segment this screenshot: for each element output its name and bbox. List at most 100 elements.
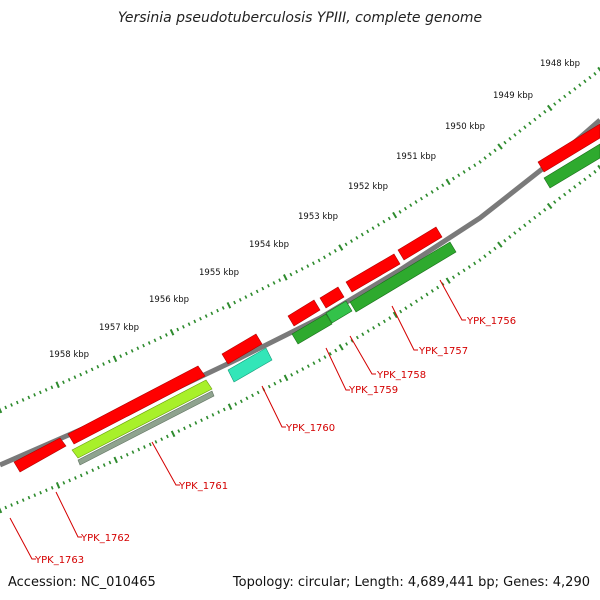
scale-tick xyxy=(79,372,83,377)
scale-tick xyxy=(493,246,497,251)
scale-tick xyxy=(137,447,141,452)
scale-tick xyxy=(27,495,31,500)
gene-label: YPK_1762 xyxy=(80,533,130,544)
scale-tick xyxy=(108,460,112,465)
gene-ypk-1758-rev[interactable] xyxy=(325,300,353,324)
scale-label: 1958 kbp xyxy=(49,350,89,360)
scale-tick xyxy=(445,178,451,186)
scale-tick xyxy=(290,373,294,377)
scale-tick xyxy=(345,342,349,346)
scale-tick xyxy=(251,393,255,398)
scale-tick xyxy=(193,319,197,324)
scale-tick xyxy=(44,388,48,392)
scale-tick xyxy=(177,429,181,433)
scale-tick xyxy=(425,292,429,297)
scale-tick xyxy=(318,358,322,363)
gene-ypk-1762[interactable] xyxy=(13,437,67,473)
gene-ypk-1761[interactable] xyxy=(67,365,206,445)
scale-label: 1954 kbp xyxy=(249,240,289,250)
scale-tick xyxy=(483,156,487,160)
scale-label: 1948 kbp xyxy=(540,59,580,69)
scale-tick xyxy=(295,370,299,374)
gene-ypk-1760-rev[interactable] xyxy=(227,347,273,383)
scale-tick xyxy=(233,300,237,305)
scale-tick xyxy=(216,308,219,313)
scale-tick xyxy=(188,423,192,428)
scale-tick xyxy=(462,170,466,174)
scale-tick xyxy=(350,239,353,243)
scale-tick xyxy=(176,327,180,332)
scale-tick xyxy=(261,286,265,291)
scale-tick xyxy=(578,181,582,185)
scale-tick xyxy=(124,351,128,356)
genome-title: Yersinia pseudotuberculosis YPIII, compl… xyxy=(117,10,483,26)
scale-tick xyxy=(311,261,315,266)
scale-tick xyxy=(420,296,424,300)
scale-tick xyxy=(301,367,305,371)
scale-tick xyxy=(283,374,289,382)
scale-tick xyxy=(597,164,600,170)
scale-tick xyxy=(210,311,214,316)
scale-tick xyxy=(148,442,152,447)
forward-genes xyxy=(13,123,600,473)
scale-tick xyxy=(317,258,321,263)
scale-tick xyxy=(62,380,65,385)
gene-ypk-1757-rev[interactable] xyxy=(349,241,457,313)
scale-tick xyxy=(312,361,316,365)
scale-tick xyxy=(588,173,592,178)
scale-label: 1952 kbp xyxy=(348,182,388,192)
gene-label: YPK_1759 xyxy=(348,385,398,396)
reverse-genes xyxy=(71,143,600,466)
scale-tick xyxy=(306,264,310,268)
scale-tick xyxy=(513,231,517,235)
scale-tick xyxy=(451,275,456,280)
genome-summary: Topology: circular; Length: 4,689,441 bp… xyxy=(232,575,590,590)
scale-tick xyxy=(91,468,95,473)
gene-ypk-1757[interactable] xyxy=(345,253,401,293)
scale-tick xyxy=(518,227,522,231)
scale-tick xyxy=(323,355,327,359)
scale-label: 1957 kbp xyxy=(99,323,139,333)
scale-tick xyxy=(159,335,163,340)
scale-tick xyxy=(244,295,248,299)
gene-next-rev[interactable] xyxy=(543,143,600,189)
gene-ypk-1759[interactable] xyxy=(287,299,321,327)
scale-tick xyxy=(107,359,111,364)
gene-label: YPK_1757 xyxy=(418,346,468,357)
scale-tick xyxy=(278,378,282,383)
gene-ypk-1756[interactable] xyxy=(397,226,443,261)
scale-tick xyxy=(398,210,402,214)
scale-tick xyxy=(593,170,597,174)
scale-label: 1951 kbp xyxy=(396,152,436,162)
scale-tick xyxy=(227,403,233,411)
gene-next[interactable] xyxy=(537,123,600,173)
scale-tick xyxy=(503,140,507,145)
scale-tick xyxy=(508,235,512,239)
scale-tick xyxy=(583,177,587,182)
scale-tick xyxy=(278,278,282,282)
scale-tick xyxy=(96,364,100,369)
gene-ypk-1759-rev[interactable] xyxy=(291,313,333,345)
scale-tick xyxy=(497,241,503,248)
scale-tick xyxy=(338,244,344,251)
gene-ypk-1760[interactable] xyxy=(221,333,263,365)
scale-tick xyxy=(578,83,582,87)
scale-tick xyxy=(0,407,3,414)
scale-tick xyxy=(409,203,413,208)
scale-tick xyxy=(483,254,487,258)
scale-tick xyxy=(187,322,191,326)
gene-ypk-1758[interactable] xyxy=(319,286,345,309)
scale-tick xyxy=(62,481,66,485)
scale-tick xyxy=(547,104,553,112)
scale-tick xyxy=(143,445,146,449)
scale-tick xyxy=(289,272,293,277)
gene-ypk-1761-rev[interactable] xyxy=(71,379,213,459)
scale-tick xyxy=(200,418,203,423)
scale-tick xyxy=(102,362,105,366)
scale-tick xyxy=(10,403,13,407)
scale-tick xyxy=(147,341,151,345)
scale-tick xyxy=(38,390,42,395)
gene-ypk-1761-rev-gray[interactable] xyxy=(77,390,215,466)
scale-tick xyxy=(493,148,497,153)
scale-tick xyxy=(160,437,164,441)
